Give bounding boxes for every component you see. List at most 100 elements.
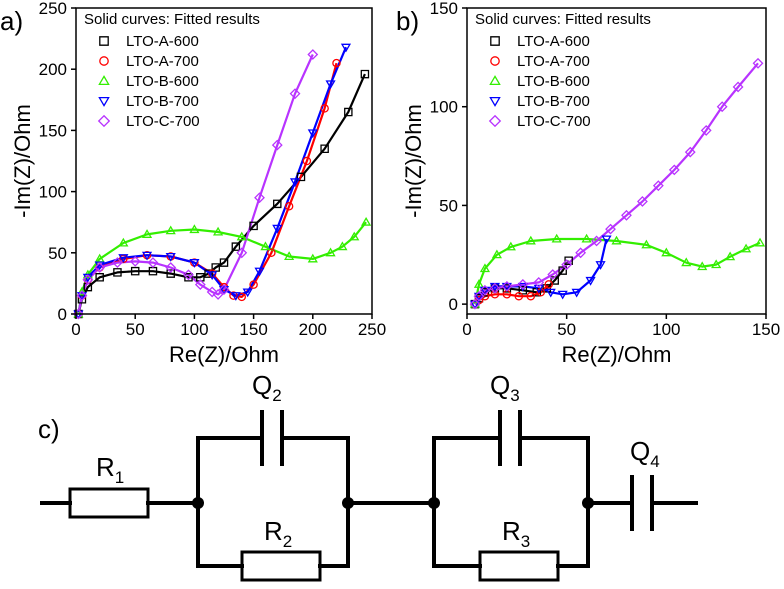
plot-frame-b [466,7,767,315]
point-b-2 [697,261,708,271]
point-b-1 [514,291,524,301]
point-a-4 [76,290,88,302]
point-b-2 [661,247,672,257]
chart-b: 0 50 100 150 0 50 100 150 Re(Z)/Ohm -Im(Z)/Ohm Sol… [401,0,780,367]
point-a-2 [307,253,318,263]
point-a-4 [289,88,301,100]
point-a-0 [130,266,140,276]
point-a-0 [249,221,258,231]
point-a-0 [320,144,329,154]
y-tick-label-a: 150 [39,121,67,140]
point-b-3 [545,288,556,298]
point-a-1 [267,248,276,258]
point-b-2 [641,239,652,249]
point-b-4 [732,81,744,93]
point-b-2 [681,257,692,267]
point-a-1 [229,291,238,300]
point-b-4 [501,280,513,292]
point-a-0 [77,295,87,304]
point-b-4 [636,196,648,207]
point-a-0 [211,263,220,272]
label-q3: Q3 [490,370,520,405]
point-b-4 [621,209,632,221]
point-a-4 [194,279,206,291]
legend-entry-b-3: LTO-B-700 [517,93,590,110]
point-a-3 [189,259,200,268]
node-3 [428,497,440,509]
point-a-4 [206,286,218,298]
fit-line-b-2 [473,237,761,305]
point-b-3 [595,261,606,270]
x-tick-label-b: 100 [652,320,680,339]
point-b-3 [479,286,491,296]
point-a-2 [284,251,295,261]
legend-marker-b-2 [489,75,501,86]
label-q2: Q2 [252,370,282,405]
point-b-4 [752,57,764,69]
point-a-2 [141,229,153,238]
point-b-4 [547,269,559,280]
point-b-4 [684,146,696,158]
point-b-3 [533,284,544,294]
point-b-2 [473,279,485,288]
x-tick-label-a: 150 [239,320,267,339]
point-a-3 [141,251,153,261]
point-a-3 [307,129,318,139]
x-tick-label-a: 200 [299,320,327,339]
point-a-2 [236,231,247,241]
legend-marker-a-3 [98,96,110,107]
legend-entry-b-4: LTO-C-700 [517,113,591,130]
point-b-1 [526,291,536,301]
point-a-2 [260,241,271,251]
point-a-4 [147,257,159,269]
legend-marker-a-2 [98,75,110,86]
node-2 [342,497,354,509]
x-tick-label-b: 50 [557,320,576,339]
point-b-4 [561,259,573,271]
legend-title-a: Solid curves: Fitted results [84,11,260,28]
y-tick-label-b: 100 [430,98,458,117]
point-a-4 [183,269,194,281]
point-a-2 [360,216,372,226]
point-b-2 [551,233,562,243]
point-a-2 [189,224,200,234]
legend-entry-b-0: LTO-A-600 [517,33,590,50]
panel-label-b: b) [396,6,419,36]
point-b-3 [585,276,596,286]
label-r2: R2 [264,516,292,551]
label-r1: R1 [96,452,124,487]
point-a-0 [296,172,306,182]
point-a-4 [254,192,265,204]
point-a-0 [219,258,229,267]
fit-line-a-2 [77,221,367,315]
point-b-1 [544,280,553,289]
y-tick-label-a: 0 [58,305,67,324]
point-a-0 [360,69,370,79]
point-b-2 [754,237,766,247]
legend-marker-a-0 [99,36,109,46]
x-tick-label-a: 100 [180,320,208,339]
point-a-1 [249,280,258,289]
panel-label-a: a) [0,6,23,36]
plot-frame-a [75,7,373,315]
point-a-4 [94,262,106,273]
point-a-2 [325,247,336,257]
point-b-2 [711,259,722,269]
legend-marker-a-4 [97,114,111,128]
point-b-2 [740,243,752,253]
point-a-2 [337,241,348,251]
node-1 [192,497,204,509]
point-a-2 [118,237,129,247]
point-a-1 [284,202,294,211]
x-tick-label-a: 0 [71,320,80,339]
point-b-2 [611,235,622,245]
point-a-2 [212,226,224,236]
node-4 [582,497,594,509]
x-tick-label-a: 250 [358,320,386,339]
point-b-2 [525,235,536,245]
point-a-0 [95,273,104,282]
point-a-4 [236,247,248,259]
point-b-4 [479,284,491,296]
resistor-r1 [68,487,150,519]
